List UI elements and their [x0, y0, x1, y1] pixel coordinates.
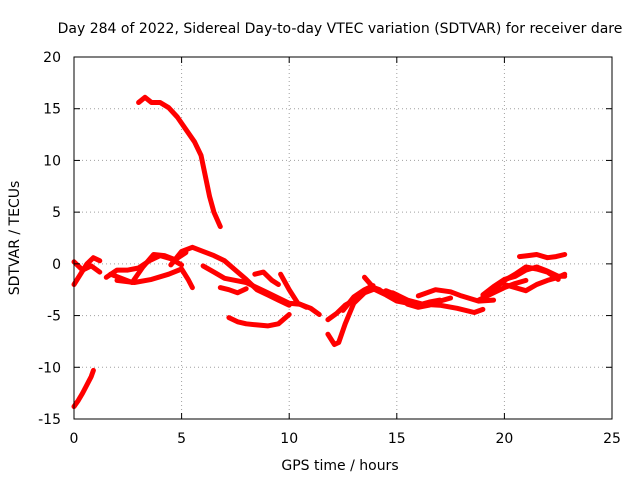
x-tick-label: 5 [177, 431, 186, 447]
chart-title: Day 284 of 2022, Sidereal Day-to-day VTE… [58, 21, 623, 37]
series-arc-n [340, 283, 376, 313]
y-tick-label: 5 [52, 205, 61, 221]
y-tick-label: -15 [38, 412, 61, 428]
x-axis-label: GPS time / hours [281, 458, 398, 474]
x-tick-label: 15 [388, 431, 406, 447]
x-tick-label: 10 [280, 431, 298, 447]
series-arc-h [217, 285, 249, 296]
data-series [71, 94, 568, 410]
plot-frame [73, 56, 613, 420]
y-tick-label: -5 [47, 309, 61, 325]
series-arc-e [114, 266, 195, 291]
y-tick-label: 20 [43, 50, 61, 66]
x-tick-label: 25 [603, 431, 621, 447]
series-arc-high [136, 94, 223, 230]
series-arc-low [71, 367, 96, 410]
series-arc-j [226, 312, 292, 329]
y-tick-label: -10 [38, 360, 61, 376]
y-tick-label: 10 [43, 153, 61, 169]
series-arc-q [390, 290, 486, 315]
y-axis-label: SDTVAR / TECUs [7, 181, 23, 296]
y-tick-label: 15 [43, 102, 61, 118]
series-arc-k [278, 271, 309, 310]
series-arc-a [71, 255, 103, 287]
series-arc-i [252, 269, 281, 287]
series-arc-s [476, 277, 529, 303]
y-tick-label: 0 [52, 257, 61, 273]
y-axis-ticks: -15 -10 -5 0 5 10 15 20 [38, 50, 612, 428]
series-arc-w [501, 271, 568, 294]
x-axis-ticks: 0 5 10 15 20 25 [70, 57, 621, 447]
series-arc-v [491, 264, 561, 293]
x-tick-label: 0 [70, 431, 79, 447]
x-tick-label: 20 [495, 431, 513, 447]
grid-lines [74, 57, 612, 419]
series-arc-u [517, 252, 568, 261]
series-arc-b [71, 259, 103, 275]
